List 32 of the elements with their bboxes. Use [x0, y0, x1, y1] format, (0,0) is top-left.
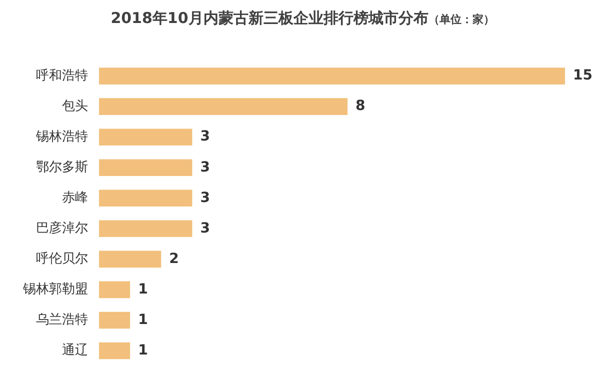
- data-label: 3: [200, 190, 210, 206]
- y-tick-label: 锡林浩特: [35, 129, 88, 144]
- y-tick-label: 通辽: [62, 343, 88, 358]
- bar: [99, 128, 192, 146]
- data-label: 2: [169, 250, 179, 267]
- bar: [99, 281, 130, 298]
- bar: [99, 250, 162, 268]
- y-tick-label: 赤峰: [62, 190, 88, 206]
- data-label: 15: [573, 68, 592, 84]
- y-tick-label: 呼和浩特: [36, 68, 88, 84]
- data-label: 3: [200, 159, 210, 176]
- data-label: 1: [138, 342, 148, 358]
- y-tick-label: 包头: [62, 98, 88, 114]
- data-label: 3: [200, 220, 210, 236]
- y-tick-label: 锡林郭勒盟: [22, 282, 88, 298]
- y-tick-label: 巴彦淖尔: [36, 220, 88, 236]
- bar: [99, 98, 348, 115]
- data-label: 1: [138, 312, 148, 328]
- bar: [99, 68, 565, 84]
- bar: [99, 342, 130, 360]
- bar: [99, 190, 192, 207]
- data-label: 3: [200, 128, 210, 145]
- bar: [99, 220, 192, 238]
- y-tick-label: 鄂尔多斯: [36, 160, 88, 175]
- bar: [99, 312, 130, 329]
- chart-subtitle: （单位：家）: [428, 13, 494, 26]
- chart-title: 2018年10月内蒙古新三板企业排行榜城市分布: [110, 9, 428, 27]
- data-label: 8: [356, 98, 366, 114]
- y-tick-label: 呼伦贝尔: [36, 252, 88, 267]
- y-tick-label: 乌兰浩特: [36, 312, 88, 328]
- bar: [99, 159, 192, 176]
- data-label: 1: [138, 281, 148, 298]
